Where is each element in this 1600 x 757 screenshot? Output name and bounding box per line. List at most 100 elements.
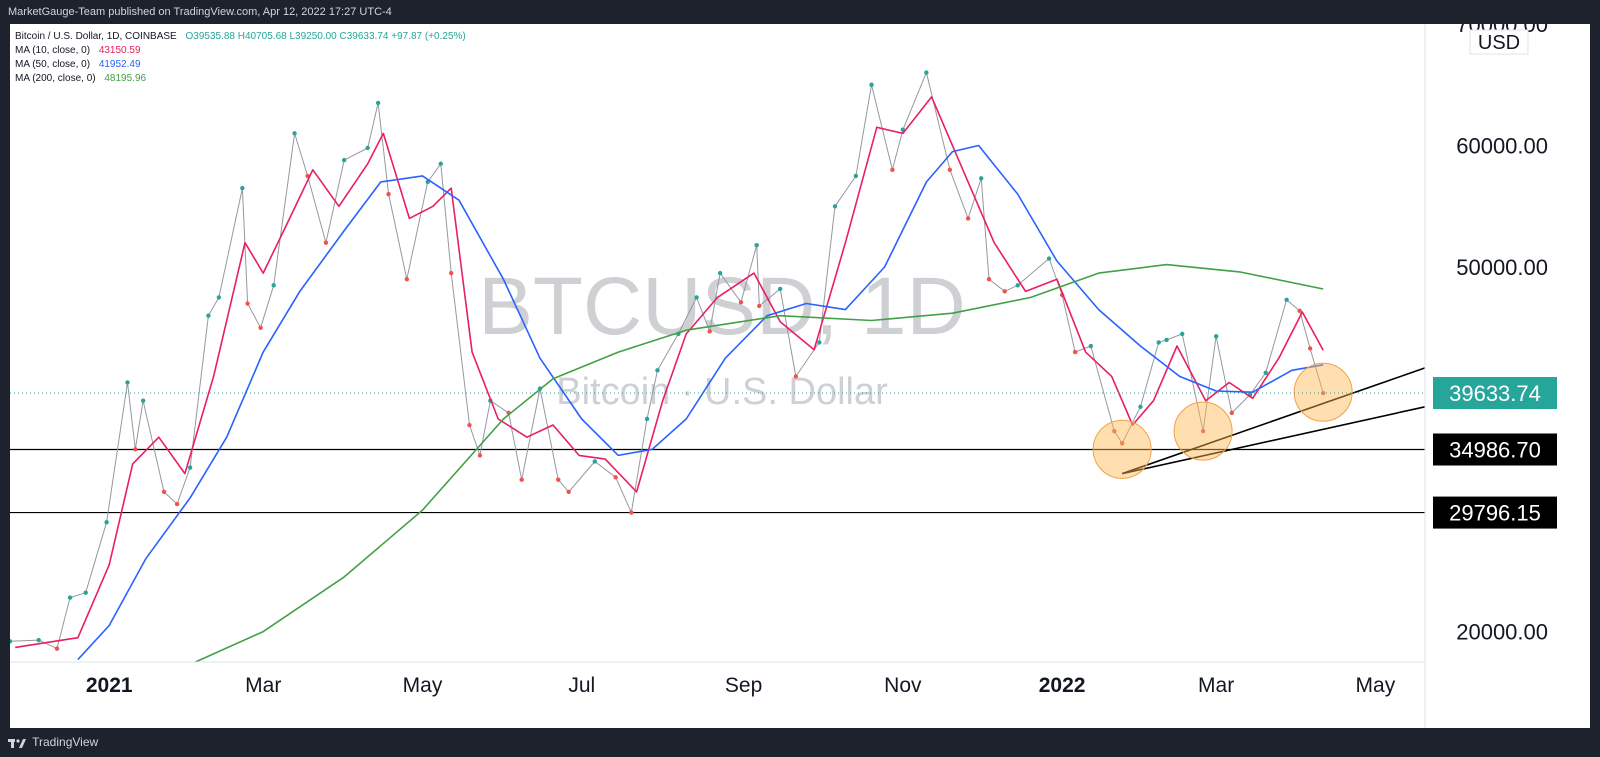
price-point (1284, 297, 1289, 303)
legend: Bitcoin / U.S. Dollar, 1D, COINBASE O395… (15, 31, 466, 84)
price-chart[interactable]: BTCUSD, 1D Bitcoin · U.S. Dollar 70000.0… (10, 24, 1590, 728)
price-point (1072, 349, 1078, 355)
x-tick-label: Mar (1198, 674, 1234, 697)
price-point (1119, 441, 1125, 446)
legend-symbol: Bitcoin / U.S. Dollar, 1D, COINBASE O395… (15, 31, 466, 42)
highlight-circle-0 (1092, 419, 1152, 479)
price-series (10, 70, 1326, 651)
price-point (777, 286, 783, 292)
price-tag-label-1: 34986.70 (1449, 437, 1541, 462)
watermark-name: Bitcoin · U.S. Dollar (556, 371, 888, 413)
price-point (707, 329, 712, 334)
price-point (1297, 308, 1302, 313)
price-point (869, 82, 874, 87)
price-point (644, 416, 650, 422)
price-point (1164, 337, 1169, 343)
chart-background (10, 24, 1590, 728)
price-point (717, 270, 723, 276)
price-point (1263, 370, 1268, 375)
price-point (629, 510, 634, 515)
price-point (1229, 410, 1235, 416)
trendline-0 (1121, 367, 1426, 475)
price-point (271, 283, 276, 288)
price-point (1156, 340, 1161, 345)
price-point (449, 270, 454, 276)
price-point (556, 477, 561, 482)
price-point (793, 374, 799, 379)
x-tick-label: May (403, 674, 443, 697)
legend-ma200-value: 48195.96 (104, 73, 146, 84)
footer: TradingView (0, 728, 1600, 757)
x-tick-label: Mar (245, 674, 281, 697)
price-point (1112, 428, 1117, 434)
price-point (54, 646, 60, 651)
price-point (817, 340, 822, 345)
price-tag-box-0 (1433, 377, 1557, 410)
price-point (10, 639, 13, 644)
price-point (754, 242, 759, 248)
watermark-ticker: BTCUSD, 1D (478, 261, 966, 352)
price-tag-box-1 (1433, 433, 1557, 466)
currency-badge[interactable]: USD (1469, 29, 1529, 55)
legend-ma10-label: MA (10, close, 0) (15, 45, 90, 56)
y-tick-label: 60000.00 (1456, 134, 1548, 159)
price-point (341, 157, 347, 163)
price-point (36, 637, 41, 643)
price-point (1046, 256, 1052, 261)
price-point (1213, 334, 1219, 339)
publisher-header: MarketGauge-Team published on TradingVie… (8, 6, 392, 18)
price-point (947, 167, 953, 173)
legend-ma200: MA (200, close, 0) 48195.96 (15, 73, 147, 84)
time-axis: 2021 Mar May Jul Sep Nov 2022 Mar May (86, 674, 1396, 697)
price-point (1002, 289, 1007, 294)
price-point (83, 590, 88, 595)
price-point (1180, 331, 1185, 337)
tradingview-logo-icon (8, 738, 26, 748)
price-point (1138, 404, 1143, 409)
price-point (613, 475, 618, 480)
price-point (1320, 390, 1326, 396)
price-point (890, 167, 895, 173)
trendlines (1121, 367, 1426, 475)
price-point (519, 477, 524, 482)
price-tag-label-0: 39633.74 (1449, 381, 1541, 406)
footer-brand: TradingView (32, 735, 99, 749)
price-point (694, 295, 699, 300)
price-point (206, 313, 211, 318)
price-tag-label-2: 29796.15 (1449, 501, 1541, 526)
price-point (738, 300, 744, 305)
price-point (104, 520, 109, 525)
ma200-line (195, 263, 1324, 663)
x-tick-label: May (1356, 674, 1396, 697)
legend-ma50-value: 41952.49 (99, 59, 141, 70)
price-point (924, 70, 929, 75)
moving-averages (15, 96, 1324, 663)
price-point (174, 501, 180, 507)
price-point (187, 465, 193, 470)
price-point (216, 295, 222, 300)
legend-symbol-name: Bitcoin / U.S. Dollar, 1D, COINBASE (15, 31, 177, 42)
price-point (592, 459, 597, 464)
legend-ohlc: O39535.88 H40705.68 L39250.00 C39633.74 … (186, 31, 466, 42)
price-point (125, 380, 130, 385)
highlight-circle-2 (1293, 362, 1353, 422)
price-point (832, 204, 838, 209)
ma50-line (77, 144, 1324, 661)
price-point (245, 301, 250, 306)
price-point (323, 240, 329, 245)
x-tick-label: Nov (884, 674, 922, 697)
currency-badge-box (1469, 29, 1529, 55)
price-point (240, 185, 245, 191)
x-tick-label: Jul (568, 674, 595, 697)
legend-ma50-label: MA (50, close, 0) (15, 59, 90, 70)
price-point (1200, 428, 1206, 434)
price-tags: 39633.74 34986.70 29796.15 (10, 377, 1557, 529)
price-point (386, 191, 391, 197)
price-point (404, 277, 410, 282)
x-tick-label: 2021 (86, 674, 133, 697)
ma10-line (15, 96, 1324, 649)
price-point (1307, 346, 1313, 351)
price-point (292, 131, 297, 136)
price-point (438, 161, 443, 166)
price-point (986, 277, 992, 282)
